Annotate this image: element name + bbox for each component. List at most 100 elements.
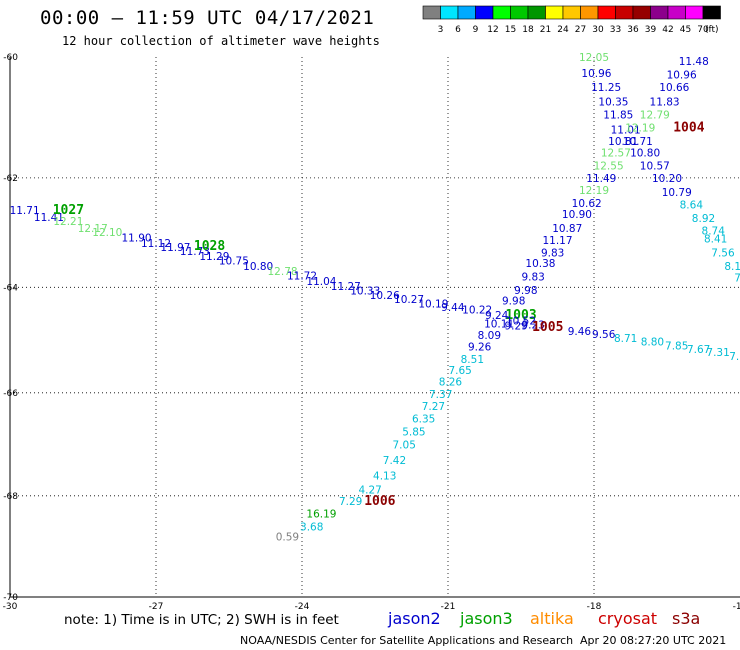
- wave-height-label: 9.56: [592, 329, 616, 341]
- wave-height-label: 7.5: [729, 351, 740, 363]
- wave-height-label: 12.55: [594, 160, 624, 172]
- wave-height-label: 10.33: [350, 286, 380, 298]
- wave-height-label: 6.35: [412, 414, 435, 426]
- y-tick-label: -60: [3, 53, 18, 63]
- wave-height-label: 11.71: [10, 205, 40, 217]
- wave-height-label: 10.75: [219, 255, 249, 267]
- x-tick-label: -18: [587, 602, 602, 612]
- wave-height-label: 7: [734, 273, 740, 285]
- wave-height-label: 1005: [532, 320, 563, 335]
- legend-cryosat: cryosat: [598, 609, 658, 628]
- wave-height-label: 7.31: [706, 347, 729, 359]
- wave-height-label: 8.80: [641, 336, 664, 348]
- wave-height-label: 9.29: [504, 321, 527, 333]
- wave-height-label: 10.81: [608, 136, 638, 148]
- colorbar-label: 33: [610, 25, 621, 35]
- wave-height-label: 10.35: [598, 96, 628, 108]
- wave-height-label: 11.25: [591, 82, 621, 94]
- wave-height-label: 10.96: [667, 69, 697, 81]
- colorbar-label: 39: [645, 25, 657, 35]
- colorbar-label: 12: [487, 25, 498, 35]
- wave-height-label: 1003: [505, 308, 536, 323]
- wave-height-label: 11.73: [180, 246, 210, 258]
- wave-height-label: 9.83: [521, 272, 544, 284]
- wave-height-label: 12.10: [92, 227, 122, 239]
- colorbar-label: 15: [505, 25, 516, 35]
- wave-height-label: 12.78: [268, 266, 298, 278]
- wave-height-label: 10.26: [370, 290, 400, 302]
- wave-height-label: 7.65: [448, 365, 471, 377]
- wave-height-label: 7.27: [422, 401, 445, 413]
- colorbar-label: 30: [592, 25, 604, 35]
- wave-height-label: 11.41: [34, 212, 64, 224]
- x-tick-label: -30: [3, 602, 18, 612]
- wave-height-label: 3.68: [300, 521, 323, 533]
- colorbar-label: 70: [697, 25, 709, 35]
- footer-note: note: 1) Time is in UTC; 2) SWH is in fe…: [64, 612, 339, 628]
- wave-height-label: 9.44: [441, 302, 465, 314]
- y-tick-label: -64: [3, 283, 18, 293]
- wave-height-label: 10.66: [659, 82, 689, 94]
- wave-height-label: 10.27: [394, 294, 424, 306]
- wave-height-label: 5.85: [402, 427, 425, 439]
- wave-height-label: 11.97: [160, 242, 190, 254]
- wave-height-label: 4.13: [373, 470, 396, 482]
- wave-height-label: 1003: [722, 0, 740, 4]
- wave-height-label: 8.64: [680, 200, 704, 212]
- wave-height-label: 11.29: [199, 251, 229, 263]
- wave-height-label: 7.67: [687, 344, 710, 356]
- wave-height-label: 12.05: [688, 0, 718, 3]
- wave-height-label: 8.92: [692, 213, 715, 225]
- colorbar-label: 42: [662, 25, 673, 35]
- legend-jason2: jason2: [388, 609, 441, 628]
- wave-height-label: 9.83: [541, 247, 564, 259]
- wave-height-label: 10.11: [484, 319, 514, 331]
- colorbar-swatch: [702, 5, 721, 20]
- y-tick-label: -68: [3, 492, 18, 502]
- wave-height-label: 10.96: [581, 68, 611, 80]
- colorbar-legend: 3 6 9 12 15 18 21 24 27 30 33 36 39 42 45 70(ft): [422, 5, 721, 35]
- wave-height-label: 10.62: [572, 198, 602, 210]
- wave-height-label: 8.71: [614, 333, 637, 345]
- wave-height-label: 10.38: [525, 258, 555, 270]
- wave-height-label: 11.27: [331, 281, 361, 293]
- page-title: 00:00 – 11:59 UTC 04/17/2021: [40, 7, 375, 29]
- wave-height-label: 1027: [53, 203, 84, 218]
- wave-height-label: 8.51: [461, 354, 484, 366]
- wave-height-label: 9.46: [568, 326, 592, 338]
- page-subtitle: 12 hour collection of altimeter wave hei…: [62, 34, 380, 48]
- wave-height-label: 10.87: [552, 223, 582, 235]
- wave-height-label: 8.09: [478, 330, 501, 342]
- y-tick-label: -62: [3, 174, 18, 184]
- wave-height-label: 10.71: [623, 136, 653, 148]
- wave-height-label: 10.80: [630, 147, 660, 159]
- colorbar-label: 6: [455, 25, 461, 35]
- x-tick-label: -24: [295, 602, 310, 612]
- wave-height-label: 7.05: [393, 440, 416, 452]
- wave-height-label: 1028: [194, 239, 225, 254]
- wave-height-label: 10.79: [662, 187, 692, 199]
- colorbar-label: 3: [438, 25, 444, 35]
- wave-height-label: 7.42: [383, 455, 406, 467]
- colorbar-label: 18: [522, 25, 534, 35]
- wave-height-label: 10.20: [652, 173, 682, 185]
- wave-height-label: 9.23: [521, 320, 544, 332]
- wave-height-label: 11.01: [611, 124, 641, 136]
- wave-height-label: 8.74: [702, 226, 726, 238]
- footer-credit: NOAA/NESDIS Center for Satellite Applica…: [240, 634, 574, 647]
- wave-height-label: 8.26: [439, 376, 463, 388]
- wave-height-label: 12.05: [579, 52, 609, 64]
- wave-height-label: 1006: [364, 494, 395, 509]
- wave-height-label: 12.79: [640, 110, 670, 122]
- wave-height-label: 7.37: [429, 389, 452, 401]
- x-tick-label: -21: [441, 602, 456, 612]
- colorbar-label: 21: [540, 25, 551, 35]
- colorbar-label: 24: [557, 25, 569, 35]
- wave-height-label: 9.26: [468, 342, 492, 354]
- wave-height-label: 10.52: [506, 315, 536, 327]
- wave-height-label: 10.57: [640, 160, 670, 172]
- wave-height-label: 11.48: [679, 56, 709, 68]
- wave-height-label: 9.24: [485, 310, 509, 322]
- wave-height-label: 7.56: [711, 247, 735, 259]
